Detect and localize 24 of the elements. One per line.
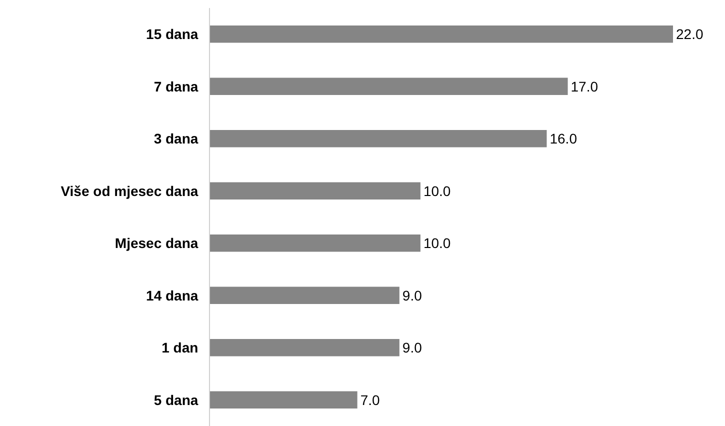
y-tick-label: 15 dana xyxy=(146,26,198,42)
y-tick-label: 7 dana xyxy=(154,78,198,94)
bar xyxy=(210,26,673,43)
y-tick-label: 14 dana xyxy=(146,287,198,304)
data-label: 10.0 xyxy=(423,235,451,252)
y-tick-label: 3 dana xyxy=(154,130,198,147)
y-tick-label: Više od mjesec dana xyxy=(60,182,198,199)
data-label: 16.0 xyxy=(550,130,578,147)
data-label: 17.0 xyxy=(570,78,598,94)
bar xyxy=(210,130,547,148)
data-label: 9.0 xyxy=(402,287,422,304)
bar xyxy=(210,339,400,356)
data-label: 7.0 xyxy=(360,392,380,408)
bar xyxy=(210,391,358,408)
y-tick-label: Mjesec dana xyxy=(114,235,198,252)
y-tick-label: 5 dana xyxy=(154,392,198,408)
data-label: 9.0 xyxy=(402,340,422,356)
y-tick-label: 1 dan xyxy=(162,340,198,356)
bar xyxy=(210,78,568,95)
bar xyxy=(210,286,400,304)
data-label: 22.0 xyxy=(676,26,704,42)
bar xyxy=(210,182,420,200)
bar xyxy=(210,234,420,252)
data-label: 10.0 xyxy=(423,182,451,199)
